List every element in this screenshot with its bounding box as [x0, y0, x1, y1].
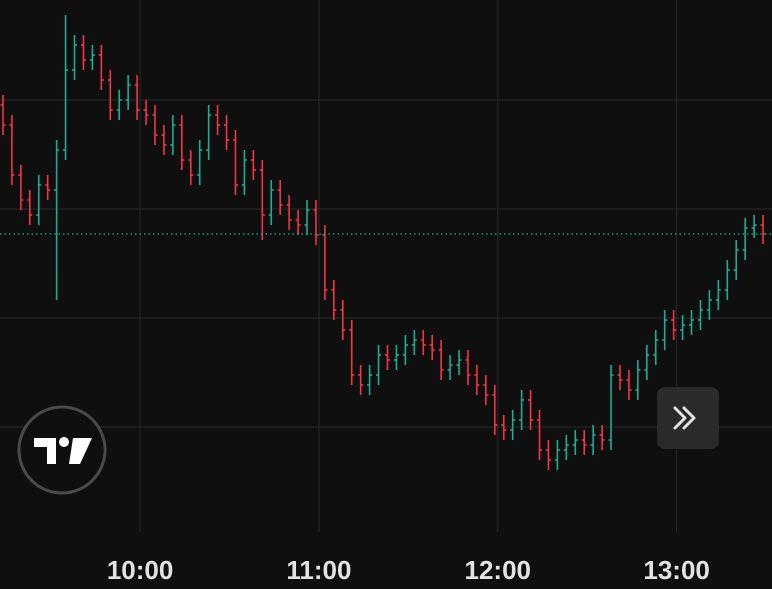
x-tick-label: 13:00	[643, 555, 710, 585]
x-tick-label: 12:00	[465, 555, 532, 585]
x-tick-label: 10:00	[107, 555, 174, 585]
bars	[0, 15, 772, 470]
scroll-to-latest-button[interactable]	[657, 387, 719, 449]
logo	[17, 405, 107, 495]
x-tick-label: 11:00	[286, 555, 351, 585]
